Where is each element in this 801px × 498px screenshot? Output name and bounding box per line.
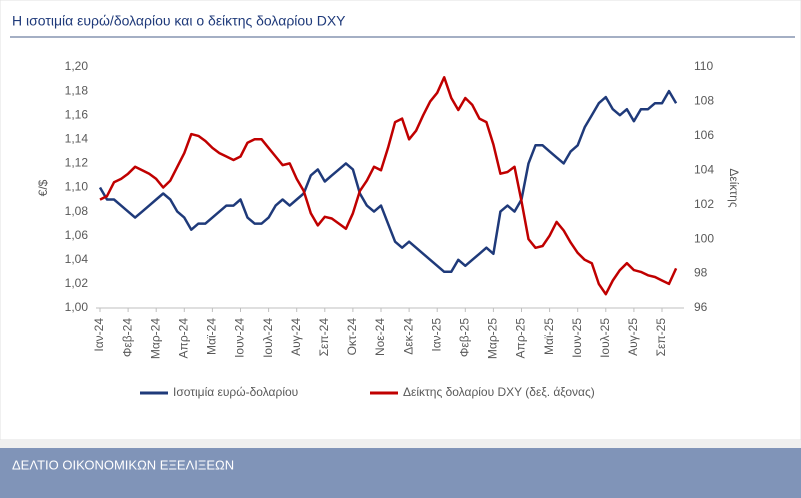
legend-label: Ισοτιμία ευρώ-δολαρίου: [173, 385, 298, 399]
footer-gap: [0, 440, 801, 448]
y2-tick-label: 96: [694, 300, 708, 314]
x-tick-label: Οκτ-24: [345, 318, 359, 356]
x-tick-label: Ιουν-24: [233, 318, 247, 358]
y-tick-label: 1,20: [65, 59, 89, 73]
x-tick-label: Ιαν-25: [429, 318, 443, 352]
series-line: [98, 89, 678, 274]
y2-tick-label: 98: [694, 266, 708, 280]
y-tick-label: 1,14: [65, 131, 89, 145]
y2-tick-label: 100: [694, 231, 714, 245]
x-tick-label: Απρ-25: [514, 318, 528, 359]
legend-label: Δείκτης δολαρίου DXY (δεξ. άξονας): [403, 385, 595, 399]
y2-tick-label: 110: [694, 59, 713, 73]
y-axis-label: €/$: [36, 179, 50, 196]
x-tick-label: Ιουλ-24: [261, 318, 275, 358]
x-tick-label: Μαρ-25: [486, 318, 500, 359]
y-tick-label: 1,02: [65, 276, 89, 290]
y2-tick-label: 106: [694, 128, 714, 142]
x-tick-label: Απρ-24: [176, 318, 190, 359]
y2-tick-label: 104: [694, 162, 714, 176]
x-tick-label: Ιαν-24: [92, 318, 106, 352]
series-line: [99, 76, 678, 296]
x-tick-label: Αυγ-24: [289, 318, 303, 356]
y-tick-label: 1,16: [65, 107, 89, 121]
y-tick-label: 1,18: [65, 83, 89, 97]
x-tick-label: Ιουν-25: [570, 318, 584, 358]
x-tick-label: Μαϊ-25: [542, 318, 556, 355]
y2-tick-label: 108: [694, 94, 714, 108]
x-tick-label: Μαϊ-24: [205, 318, 219, 355]
y-tick-label: 1,08: [65, 204, 89, 218]
x-tick-label: Μαρ-24: [148, 318, 162, 359]
x-tick-label: Σεπ-24: [317, 318, 331, 357]
y-tick-label: 1,00: [65, 300, 89, 314]
y-tick-label: 1,04: [65, 252, 89, 266]
y-tick-label: 1,12: [65, 156, 89, 170]
x-tick-label: Δεκ-24: [401, 318, 415, 355]
x-tick-label: Φεβ-25: [457, 318, 471, 357]
x-tick-label: Ιουλ-25: [598, 318, 612, 358]
y-tick-label: 1,10: [65, 180, 89, 194]
chart-title: Η ισοτιμία ευρώ/δολαρίου και ο δείκτης δ…: [12, 13, 346, 29]
footer-text: ΔΕΛΤΙΟ ΟΙΚΟΝΟΜΙΚΩΝ ΕΞΕΛΙΞΕΩΝ: [12, 457, 234, 472]
footer-band: [0, 448, 801, 498]
x-tick-label: Νοε-24: [373, 318, 387, 356]
x-tick-label: Αυγ-25: [626, 318, 640, 356]
chart-bg: [0, 0, 801, 441]
y-tick-label: 1,06: [65, 228, 89, 242]
y2-axis-label: Δείκτης: [727, 168, 741, 207]
x-tick-label: Φεβ-24: [120, 318, 134, 357]
x-tick-label: Σεπ-25: [654, 318, 668, 357]
y2-tick-label: 102: [694, 197, 714, 211]
